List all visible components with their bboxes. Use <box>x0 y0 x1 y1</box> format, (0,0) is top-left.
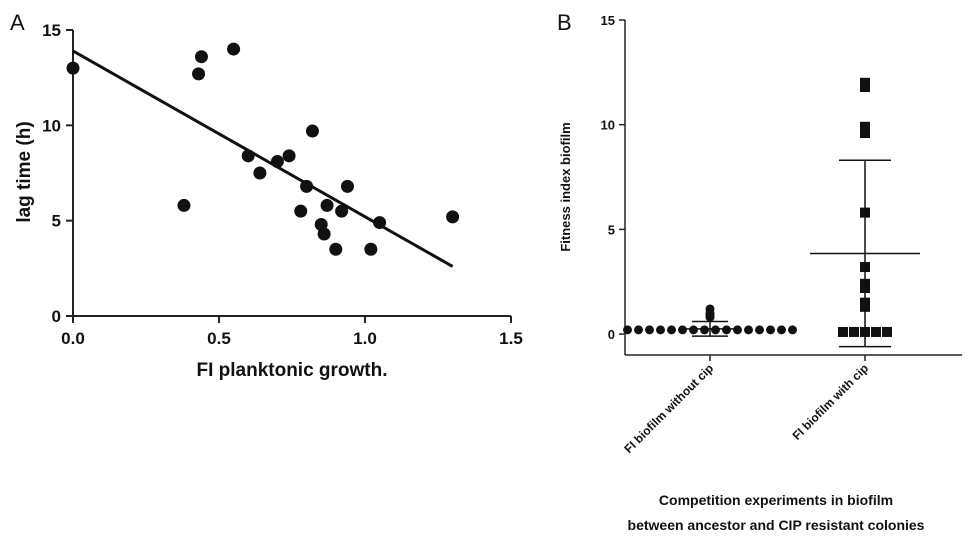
data-point-a <box>66 61 80 75</box>
y-tick-label-a: 15 <box>42 21 61 40</box>
data-point-a <box>364 242 378 256</box>
data-point-a <box>282 149 296 163</box>
data-point-a <box>300 179 314 193</box>
y-tick-label-a: 5 <box>52 212 61 231</box>
data-point-b <box>777 325 786 335</box>
x-tick-label-a: 0.0 <box>61 329 85 348</box>
data-point-a <box>227 42 241 56</box>
category-label: FI biofilm with cip <box>790 361 872 443</box>
panel-label-b: B <box>557 10 572 35</box>
data-point-a <box>294 204 308 218</box>
data-point-b <box>656 325 665 335</box>
x-tick-label-a: 1.5 <box>499 329 523 348</box>
data-point-b <box>711 325 720 335</box>
data-point-b <box>744 325 753 335</box>
data-point-b <box>838 326 848 337</box>
data-point-b <box>733 325 742 335</box>
data-point-a <box>320 198 334 212</box>
y-axis-label-a: lag time (h) <box>14 121 35 222</box>
data-point-b <box>788 325 797 335</box>
data-point-a <box>317 227 331 241</box>
x-tick-label-a: 0.5 <box>207 329 231 348</box>
x-tick-label-a: 1.0 <box>353 329 377 348</box>
data-point-a <box>335 204 349 218</box>
data-point-a <box>340 179 354 193</box>
caption-line-1: Competition experiments in biofilm <box>659 492 893 508</box>
data-point-b <box>634 325 643 335</box>
data-point-b <box>849 326 859 337</box>
panel-b-chart: Fitness index biofilm Competition experi… <box>558 13 962 533</box>
y-tick-label-b: 5 <box>608 222 615 237</box>
data-point-a <box>305 124 319 138</box>
data-point-b <box>860 121 870 132</box>
regression-line <box>72 49 454 268</box>
x-axis-label-a: FI planktonic growth. <box>196 360 387 381</box>
y-tick-label-b: 0 <box>608 327 615 342</box>
data-point-b <box>755 325 764 335</box>
y-tick-label-b: 15 <box>601 13 615 28</box>
category-label: FI biofilm without cip <box>621 361 716 456</box>
data-point-b <box>722 325 731 335</box>
data-point-b <box>623 325 632 335</box>
data-point-b <box>860 128 870 139</box>
data-point-b <box>766 325 775 335</box>
data-point-a <box>192 67 206 81</box>
caption-line-2: between ancestor and CIP resistant colon… <box>628 517 925 533</box>
data-point-a <box>446 210 460 224</box>
data-point-b <box>689 325 698 335</box>
data-point-b <box>882 326 892 337</box>
panel-a-chart: lag time (h) FI planktonic growth. 0.0 0.… <box>14 21 523 381</box>
data-point-a <box>241 149 255 163</box>
y-tick-label-a: 10 <box>42 116 61 135</box>
data-point-b <box>860 82 870 92</box>
data-point-b <box>678 325 687 335</box>
data-point-b <box>645 325 654 335</box>
data-point-b <box>705 304 715 314</box>
data-point-a <box>270 155 284 169</box>
data-point-a <box>177 198 191 212</box>
data-point-b <box>667 325 676 335</box>
data-point-b <box>700 325 709 335</box>
y-axis-label-b: Fitness index biofilm <box>558 122 573 251</box>
data-point-a <box>253 166 267 180</box>
y-tick-label-b: 10 <box>601 118 615 133</box>
y-tick-label-a: 0 <box>52 307 61 326</box>
data-point-a <box>329 242 343 256</box>
data-point-b <box>871 326 881 337</box>
data-point-a <box>194 50 208 64</box>
data-point-a <box>373 216 387 230</box>
panel-label-a: A <box>10 10 25 35</box>
